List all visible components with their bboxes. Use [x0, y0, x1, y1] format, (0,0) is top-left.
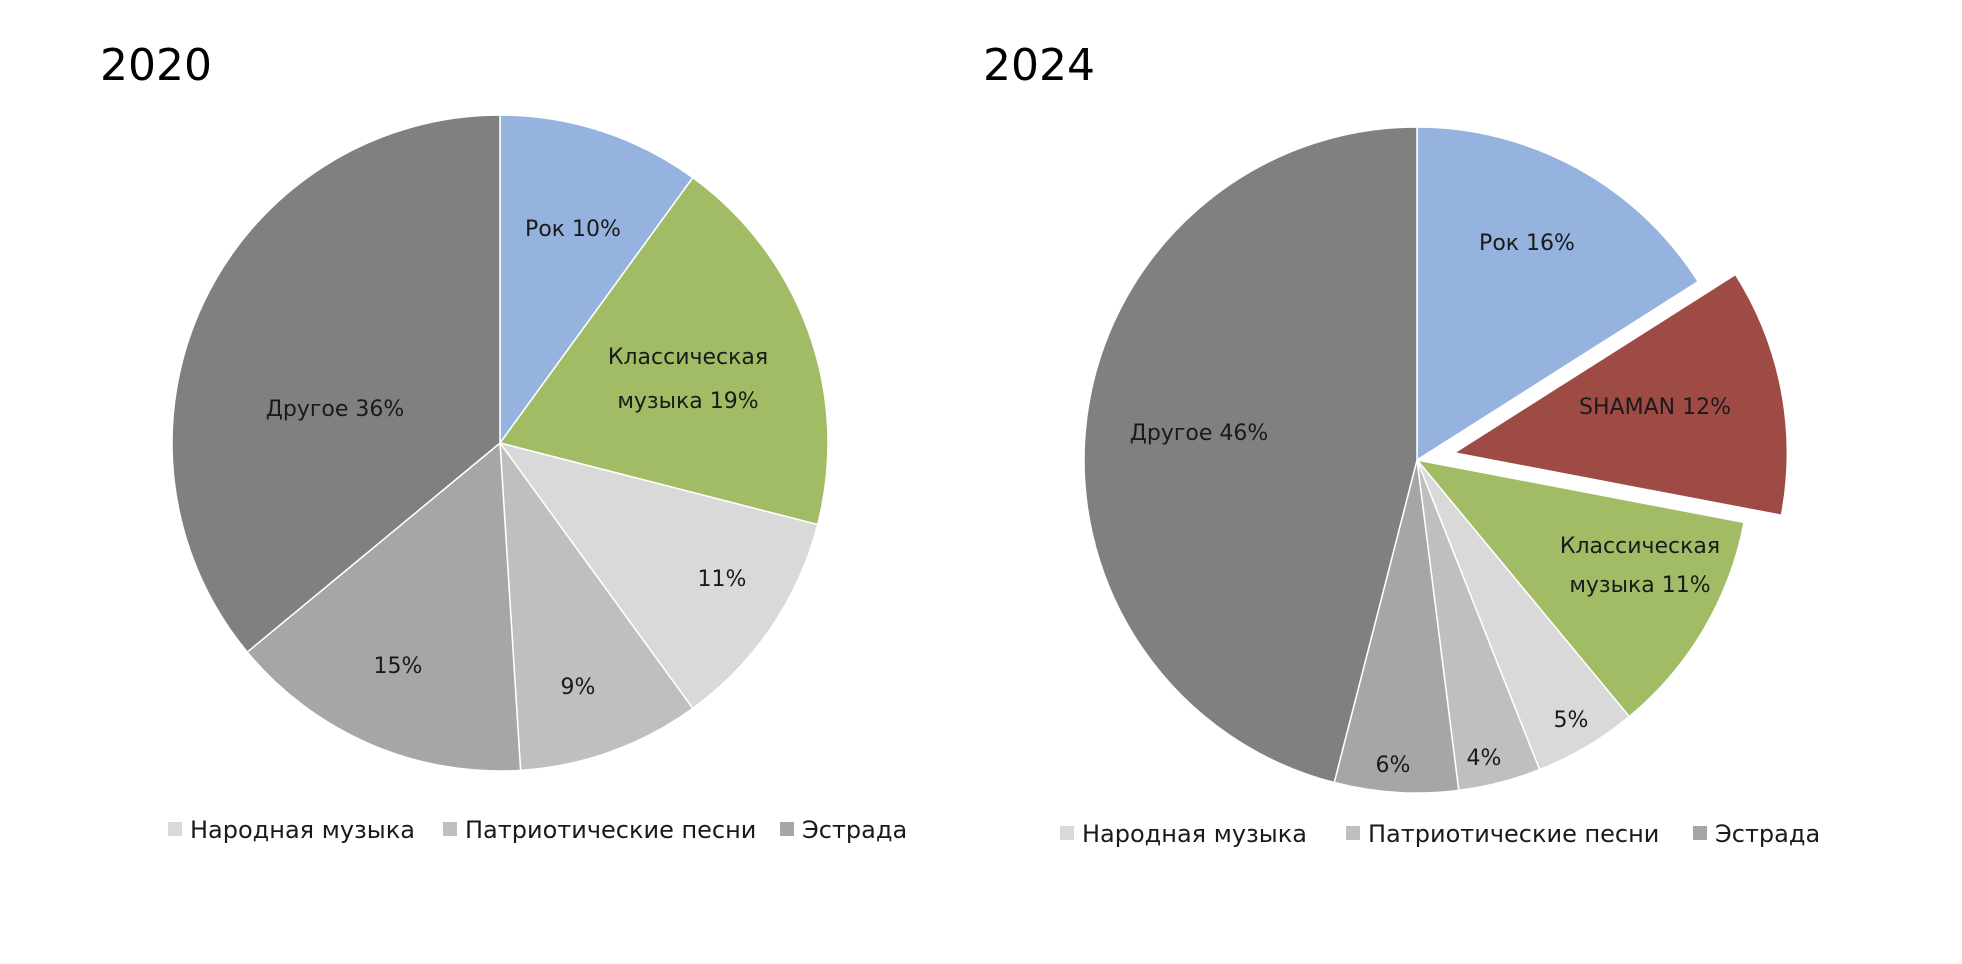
slice-label: Рок 10%: [525, 217, 621, 242]
slice-label: Другое 46%: [1130, 421, 1269, 446]
slice-label: 5%: [1554, 708, 1589, 733]
pie-slice-классическая-музыка: [1415, 458, 1745, 718]
slice-label: 9%: [561, 675, 596, 700]
slice-label: Рок 16%: [1479, 231, 1575, 256]
legend-label: Патриотические песни: [1368, 820, 1659, 848]
legend-swatch: [780, 822, 794, 836]
slice-label: музыка 11%: [1569, 573, 1710, 598]
slice-label: 4%: [1467, 746, 1502, 771]
slice-label: 15%: [374, 654, 423, 679]
pie-chart-2024: 2024 Рок 16% SHAMAN 12% Классическая музыка …: [983, 40, 1820, 848]
slice-label: SHAMAN 12%: [1579, 395, 1731, 420]
pie-slice-классическая-музыка: [498, 176, 829, 526]
pie-slice-shaman: [1452, 273, 1789, 517]
legend-swatch: [1346, 826, 1360, 840]
slice-label: музыка 19%: [617, 389, 758, 414]
chart-title: 2024: [983, 40, 1095, 91]
pie-slice-народная-музыка: [498, 441, 819, 710]
slice-label: 6%: [1376, 753, 1411, 778]
legend-swatch: [168, 822, 182, 836]
pie-slice-рок: [1416, 126, 1700, 462]
pie-chart-2020: 2020 Рок 10% Классическая музыка 19% 11% 9% 15…: [100, 40, 907, 844]
pie-slice-другое: [171, 114, 501, 654]
pie-slice-патриотические-песни: [499, 440, 694, 772]
slice-label: Классическая: [1560, 534, 1720, 559]
legend-swatch: [1693, 826, 1707, 840]
pie-slice-эстрада: [246, 441, 522, 772]
legend-label: Народная музыка: [1082, 820, 1307, 848]
pie-slice-другое: [1083, 126, 1418, 784]
chart-title: 2020: [100, 40, 212, 91]
pie-slice-рок: [499, 114, 694, 446]
legend-label: Эстрада: [1715, 820, 1820, 848]
legend-swatch: [1060, 826, 1074, 840]
legend-label: Патриотические песни: [465, 816, 756, 844]
legend-label: Народная музыка: [190, 816, 415, 844]
legend-label: Эстрада: [802, 816, 907, 844]
pie-slice-эстрада: [1333, 459, 1460, 794]
slice-label: 11%: [698, 567, 747, 592]
legend-swatch: [443, 822, 457, 836]
slice-label: Классическая: [608, 345, 768, 370]
slice-label: Другое 36%: [266, 397, 405, 422]
